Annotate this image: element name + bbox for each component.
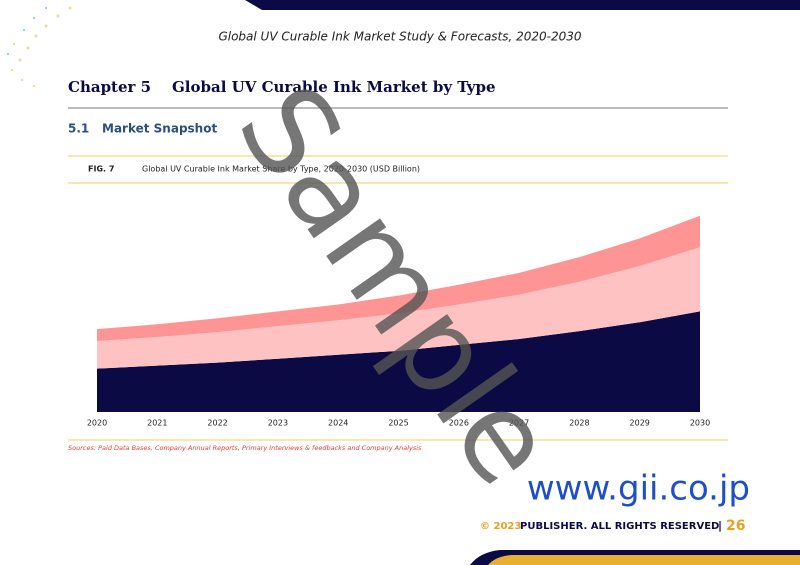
header-title: Global UV Curable Ink Market Study & For… bbox=[218, 30, 581, 44]
x-tick-label: 2025 bbox=[388, 419, 408, 428]
footer-accent bbox=[488, 555, 800, 565]
x-tick-label: 2020 bbox=[87, 419, 107, 428]
top-bar bbox=[245, 0, 800, 10]
area bbox=[97, 311, 700, 412]
area bbox=[97, 247, 700, 369]
copyright: © 2023 bbox=[480, 521, 521, 532]
x-tick-label: 2022 bbox=[207, 419, 227, 428]
chapter-number: Chapter 5 bbox=[68, 78, 151, 96]
separator: | bbox=[718, 519, 722, 532]
x-tick-label: 2021 bbox=[147, 419, 167, 428]
x-tick-label: 2027 bbox=[509, 419, 529, 428]
chart: 2020 2021 2022 2023 2024 2025 2026 2027 2028 2029… bbox=[87, 215, 710, 428]
section-title: Market Snapshot bbox=[102, 122, 217, 136]
section-number: 5.1 bbox=[68, 122, 89, 136]
rights: PUBLISHER. ALL RIGHTS RESERVED bbox=[520, 521, 719, 532]
figure-label: FIG. 7 bbox=[88, 165, 114, 174]
x-tick-label: 2028 bbox=[569, 419, 589, 428]
x-tick-label: 2026 bbox=[449, 419, 469, 428]
dot-decoration bbox=[6, 6, 72, 88]
x-tick-label: 2024 bbox=[328, 419, 348, 428]
logo: www.gii.co.jp bbox=[527, 469, 750, 509]
figure-caption: Global UV Curable Ink Market Share by Ty… bbox=[142, 165, 420, 174]
chapter-title: Global UV Curable Ink Market by Type bbox=[172, 78, 496, 96]
source: Sources: Paid Data Bases, Company Annual… bbox=[68, 444, 422, 452]
x-tick-label: 2023 bbox=[268, 419, 288, 428]
area bbox=[97, 215, 700, 341]
page-number: 26 bbox=[726, 518, 745, 534]
x-tick-label: 2029 bbox=[630, 419, 650, 428]
x-tick-label: 2030 bbox=[690, 419, 710, 428]
